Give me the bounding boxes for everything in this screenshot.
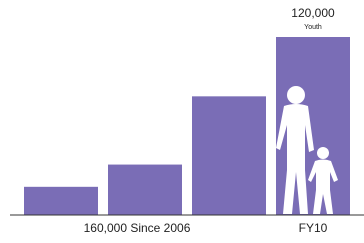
bar <box>108 165 182 215</box>
value-label: 120,000 <box>291 6 335 20</box>
x-tick-label: FY10 <box>299 221 328 235</box>
group-label: 160,000 Since 2006 <box>84 221 191 235</box>
child-head <box>317 147 329 159</box>
bar <box>192 96 266 215</box>
bar <box>24 187 98 215</box>
adult-head <box>287 86 305 104</box>
chart: 160,000 Since 2006 FY10 120,000 Youth <box>0 0 364 243</box>
page: 160,000 Since 2006 FY10120,000Youth (() … <box>0 0 364 243</box>
unit-label: Youth <box>304 24 322 31</box>
